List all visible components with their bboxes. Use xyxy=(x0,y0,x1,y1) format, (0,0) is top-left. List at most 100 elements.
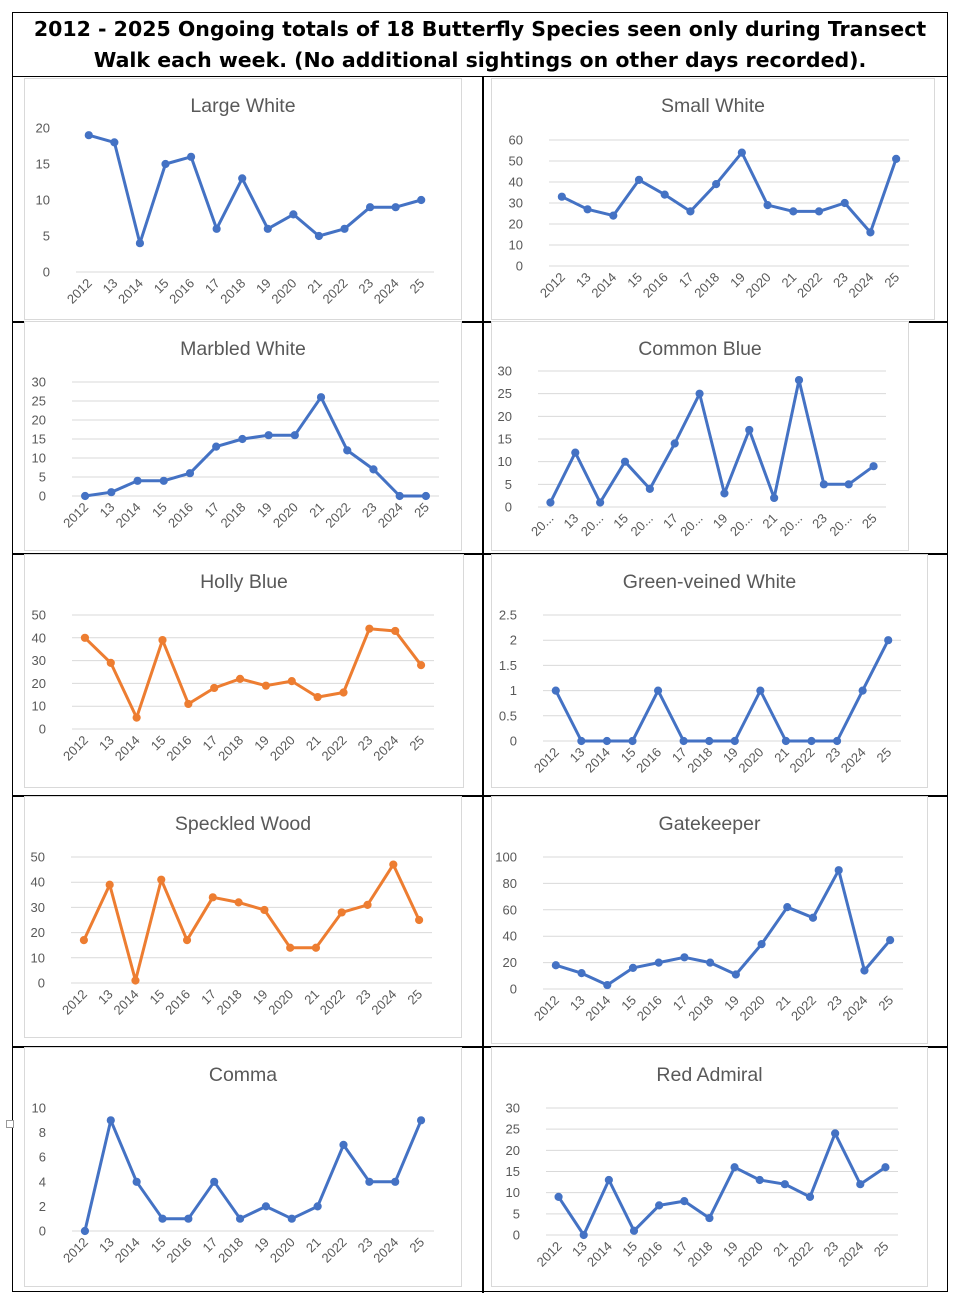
data-point xyxy=(686,207,695,216)
data-point xyxy=(80,633,90,642)
y-tick-label: 5 xyxy=(39,470,46,485)
y-tick-label: 10 xyxy=(506,1185,520,1200)
data-point xyxy=(730,1163,739,1172)
chart-border xyxy=(491,554,928,788)
data-point xyxy=(161,159,170,169)
data-point xyxy=(808,913,818,922)
data-point xyxy=(620,457,630,466)
data-point xyxy=(264,431,273,440)
series-line xyxy=(87,133,423,245)
data-point xyxy=(157,875,166,884)
data-point xyxy=(557,192,566,201)
data-point xyxy=(655,1201,664,1210)
chart-border xyxy=(24,1047,462,1287)
data-point xyxy=(869,462,878,471)
data-point xyxy=(84,131,93,140)
data-point xyxy=(289,210,298,219)
data-point xyxy=(132,1177,141,1186)
data-point xyxy=(81,491,90,501)
chart-title: Holly Blue xyxy=(200,571,288,593)
data-point xyxy=(107,488,116,497)
data-point xyxy=(313,692,322,702)
data-point xyxy=(596,498,605,507)
data-point xyxy=(819,480,828,489)
data-point xyxy=(660,190,669,199)
data-point xyxy=(680,953,689,962)
resize-handle xyxy=(6,1120,14,1128)
data-point xyxy=(337,908,346,917)
y-tick-label: 30 xyxy=(32,375,46,390)
data-point xyxy=(261,681,271,690)
series-line xyxy=(82,863,421,982)
data-point xyxy=(185,469,195,478)
data-point xyxy=(840,198,849,208)
chart-border xyxy=(491,796,928,1044)
data-point xyxy=(316,393,326,402)
data-point xyxy=(705,736,714,746)
data-point xyxy=(577,736,586,746)
y-tick-label: 2 xyxy=(39,1199,46,1214)
data-point xyxy=(365,624,374,633)
chart-title: Small White xyxy=(661,95,765,117)
data-point xyxy=(238,434,247,444)
data-point xyxy=(110,138,119,147)
data-point xyxy=(705,1213,714,1223)
data-point xyxy=(695,389,704,398)
data-point xyxy=(391,626,400,636)
chart-title: Speckled Wood xyxy=(175,813,311,835)
data-point xyxy=(186,152,196,161)
data-point xyxy=(184,699,193,709)
data-point xyxy=(653,686,663,695)
data-point xyxy=(814,207,824,216)
data-point xyxy=(763,201,772,210)
chart-title: Gatekeeper xyxy=(659,813,761,835)
data-point xyxy=(886,936,895,945)
y-tick-label: 20 xyxy=(36,121,50,136)
y-tick-label: 10 xyxy=(36,193,50,208)
data-point xyxy=(238,174,247,183)
chart-border xyxy=(24,78,462,320)
data-point xyxy=(208,893,217,902)
data-point xyxy=(628,736,637,746)
data-point xyxy=(135,239,145,248)
data-point xyxy=(654,958,663,967)
y-tick-label: 30 xyxy=(32,653,46,668)
data-point xyxy=(235,674,245,683)
y-tick-label: 0 xyxy=(43,265,50,280)
data-point xyxy=(807,736,816,746)
data-point xyxy=(712,180,721,189)
data-point xyxy=(369,465,378,474)
data-point xyxy=(287,1214,296,1223)
data-point xyxy=(670,439,679,448)
data-point xyxy=(416,661,426,670)
chart-title: Comma xyxy=(209,1064,277,1086)
data-point xyxy=(106,658,115,667)
data-point xyxy=(313,1202,322,1211)
data-point xyxy=(866,228,875,237)
y-tick-label: 5 xyxy=(513,1206,520,1221)
series-line xyxy=(560,151,898,234)
data-point xyxy=(609,211,618,220)
row-divider-4 xyxy=(13,1046,947,1048)
y-tick-label: 25 xyxy=(32,394,46,409)
data-point xyxy=(645,484,654,493)
data-point xyxy=(860,966,869,975)
y-tick-label: 15 xyxy=(506,1164,520,1179)
chart-title: Green-veined White xyxy=(623,571,796,593)
y-tick-label: 10 xyxy=(509,238,523,253)
y-tick-label: 0 xyxy=(39,1224,46,1239)
y-tick-label: 1.5 xyxy=(499,658,517,673)
y-tick-label: 40 xyxy=(31,875,45,890)
y-tick-label: 0 xyxy=(39,489,46,504)
y-tick-label: 0 xyxy=(513,1228,520,1243)
data-point xyxy=(235,1214,245,1223)
data-point xyxy=(158,635,167,645)
data-point xyxy=(832,736,842,746)
data-point xyxy=(286,943,295,952)
y-tick-label: 20 xyxy=(503,955,517,970)
